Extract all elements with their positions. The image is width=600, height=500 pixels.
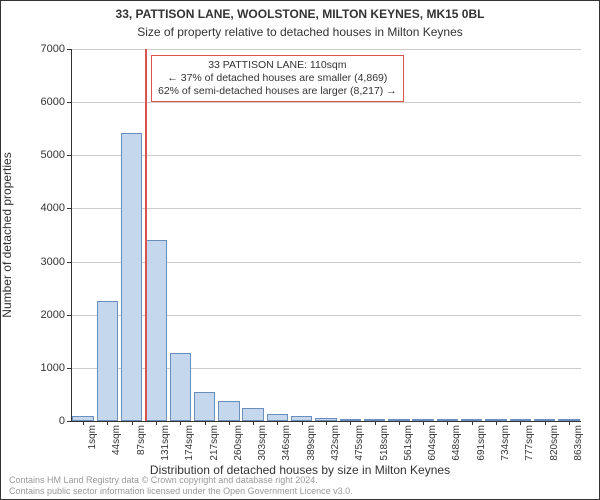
x-tick-mark — [375, 421, 376, 425]
bar — [121, 133, 142, 421]
reference-line — [145, 49, 147, 421]
x-tick-mark — [350, 421, 351, 425]
y-tick-mark — [67, 262, 71, 263]
footer-line-1: Contains HM Land Registry data © Crown c… — [9, 475, 353, 486]
x-tick-label: 432sqm — [330, 425, 341, 461]
x-tick-mark — [253, 421, 254, 425]
x-tick-label: 303sqm — [257, 425, 268, 461]
x-tick-mark — [326, 421, 327, 425]
y-tick-mark — [67, 102, 71, 103]
x-tick-label: 131sqm — [160, 425, 171, 461]
x-tick-label: 734sqm — [500, 425, 511, 461]
x-tick-label: 87sqm — [136, 425, 147, 455]
y-axis-title: Number of detached properties — [0, 152, 14, 317]
bar — [218, 401, 239, 421]
y-tick-label: 6000 — [25, 96, 65, 108]
bar — [242, 408, 263, 421]
y-tick-mark — [67, 315, 71, 316]
x-tick-label: 820sqm — [549, 425, 560, 461]
y-tick-mark — [67, 208, 71, 209]
x-tick-mark — [520, 421, 521, 425]
x-tick-mark — [472, 421, 473, 425]
x-tick-label: 475sqm — [354, 425, 365, 461]
y-tick-label: 5000 — [25, 149, 65, 161]
x-tick-label: 174sqm — [184, 425, 195, 461]
x-tick-mark — [205, 421, 206, 425]
x-tick-label: 260sqm — [233, 425, 244, 461]
x-tick-label: 217sqm — [209, 425, 220, 461]
annotation-line: ← 37% of detached houses are smaller (4,… — [158, 72, 397, 85]
x-tick-label: 648sqm — [451, 425, 462, 461]
annotation-box: 33 PATTISON LANE: 110sqm← 37% of detache… — [151, 55, 404, 102]
x-tick-mark — [156, 421, 157, 425]
x-tick-mark — [277, 421, 278, 425]
x-tick-mark — [229, 421, 230, 425]
y-axis-line — [71, 49, 72, 421]
x-tick-label: 346sqm — [281, 425, 292, 461]
plot-area — [71, 49, 581, 421]
x-tick-mark — [545, 421, 546, 425]
x-tick-label: 44sqm — [111, 425, 122, 455]
y-tick-mark — [67, 421, 71, 422]
x-tick-mark — [302, 421, 303, 425]
annotation-line: 62% of semi-detached houses are larger (… — [158, 85, 397, 98]
x-tick-mark — [447, 421, 448, 425]
bar — [97, 301, 118, 421]
gridline — [71, 49, 581, 50]
gridline — [71, 155, 581, 156]
y-tick-label: 7000 — [25, 43, 65, 55]
annotation-line: 33 PATTISON LANE: 110sqm — [158, 59, 397, 72]
x-tick-label: 777sqm — [524, 425, 535, 461]
x-tick-mark — [569, 421, 570, 425]
chart-frame: 33, PATTISON LANE, WOOLSTONE, MILTON KEY… — [0, 0, 600, 500]
x-tick-mark — [83, 421, 84, 425]
x-tick-label: 691sqm — [476, 425, 487, 461]
bar — [170, 353, 191, 421]
bar — [267, 414, 288, 421]
y-tick-label: 0 — [25, 415, 65, 427]
x-tick-mark — [423, 421, 424, 425]
bar — [194, 392, 215, 421]
x-tick-label: 1sqm — [87, 425, 98, 449]
x-tick-label: 604sqm — [427, 425, 438, 461]
y-tick-mark — [67, 49, 71, 50]
y-tick-label: 4000 — [25, 202, 65, 214]
x-tick-mark — [107, 421, 108, 425]
y-tick-label: 2000 — [25, 309, 65, 321]
x-tick-mark — [496, 421, 497, 425]
y-tick-label: 3000 — [25, 256, 65, 268]
chart-title-sub: Size of property relative to detached ho… — [1, 25, 599, 39]
chart-title-main: 33, PATTISON LANE, WOOLSTONE, MILTON KEY… — [1, 7, 599, 21]
x-tick-mark — [399, 421, 400, 425]
footer-line-2: Contains public sector information licen… — [9, 486, 353, 497]
x-tick-label: 561sqm — [403, 425, 414, 461]
x-tick-mark — [132, 421, 133, 425]
bar — [145, 240, 166, 421]
y-tick-label: 1000 — [25, 362, 65, 374]
y-tick-mark — [67, 155, 71, 156]
x-tick-mark — [180, 421, 181, 425]
x-tick-label: 863sqm — [573, 425, 584, 461]
footer-text: Contains HM Land Registry data © Crown c… — [9, 475, 353, 497]
x-tick-label: 518sqm — [379, 425, 390, 461]
x-tick-label: 389sqm — [306, 425, 317, 461]
gridline — [71, 208, 581, 209]
y-tick-mark — [67, 368, 71, 369]
